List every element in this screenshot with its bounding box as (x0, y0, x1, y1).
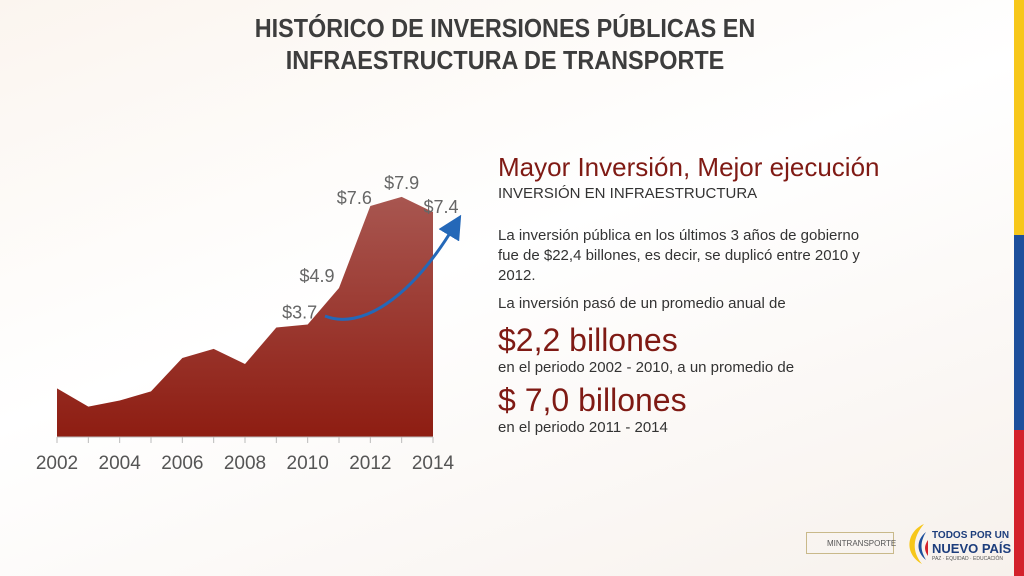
value-label: $7.4 (423, 197, 458, 217)
chart: 2002 2004 2006 2008 2010 2012 2014 $3.7 $4.9 $7.6… (36, 173, 462, 474)
title-line: INFRAESTRUCTURA DE TRANSPORTE (285, 45, 725, 75)
line: 2012. (498, 267, 536, 284)
ministry-text: MINTRANSPORTE (827, 539, 897, 548)
x-tick-label: 2004 (99, 453, 142, 474)
value-label: $7.9 (384, 173, 419, 193)
trend-arrow (324, 214, 462, 321)
value-label: $3.7 (282, 303, 317, 323)
value-label: $4.9 (299, 266, 334, 286)
area (57, 196, 433, 437)
line: La inversión pública en los últimos 3 añ… (498, 227, 860, 244)
stripe-red (1014, 430, 1024, 576)
stripe-blue (1014, 235, 1024, 430)
title-line: HISTÓRICO DE INVERSIONES PÚBLICAS EN (254, 13, 756, 43)
title: HISTÓRICO DE INVERSIONES PÚBLICAS EN INF… (51, 12, 960, 76)
x-tick-label: 2006 (161, 453, 203, 474)
slogan-line: NUEVO PAÍS (932, 541, 1012, 556)
slogan-line: TODOS POR UN (932, 530, 1010, 541)
amount: $ 7,0 billones (498, 382, 687, 418)
info-panel: Mayor Inversión, Mejor ejecución INVERSI… (498, 152, 918, 438)
flag-logo (909, 524, 928, 564)
x-tick-label: 2012 (349, 453, 391, 474)
period: en el periodo 2002 - 2010, a un promedio… (498, 359, 795, 376)
slogan: TODOS POR UN NUEVO PAÍS PAZ · EQUIDAD · … (932, 530, 1011, 562)
paragraph: La inversión pública en los últimos 3 añ… (498, 226, 918, 286)
amount: $2,2 billones (498, 322, 678, 358)
line: fue de $22,4 billones, es decir, se dupl… (498, 247, 860, 264)
x-tick-label: 2008 (224, 453, 266, 474)
stripe-yellow (1014, 0, 1024, 235)
period: en el periodo 2011 - 2014 (498, 419, 668, 436)
value-label: $7.6 (337, 188, 372, 208)
x-tick-label: 2010 (287, 453, 329, 474)
motto: PAZ · EQUIDAD · EDUCACIÓN (932, 556, 1004, 562)
paragraph: La inversión pasó de un promedio anual d… (498, 295, 786, 312)
subheading: INVERSIÓN EN INFRAESTRUCTURA (498, 185, 758, 202)
heading: Mayor Inversión, Mejor ejecución (498, 152, 880, 182)
x-tick-label: 2002 (36, 453, 78, 474)
ministry-logo: MINTRANSPORTE (806, 532, 897, 554)
x-tick-label: 2014 (412, 453, 455, 474)
